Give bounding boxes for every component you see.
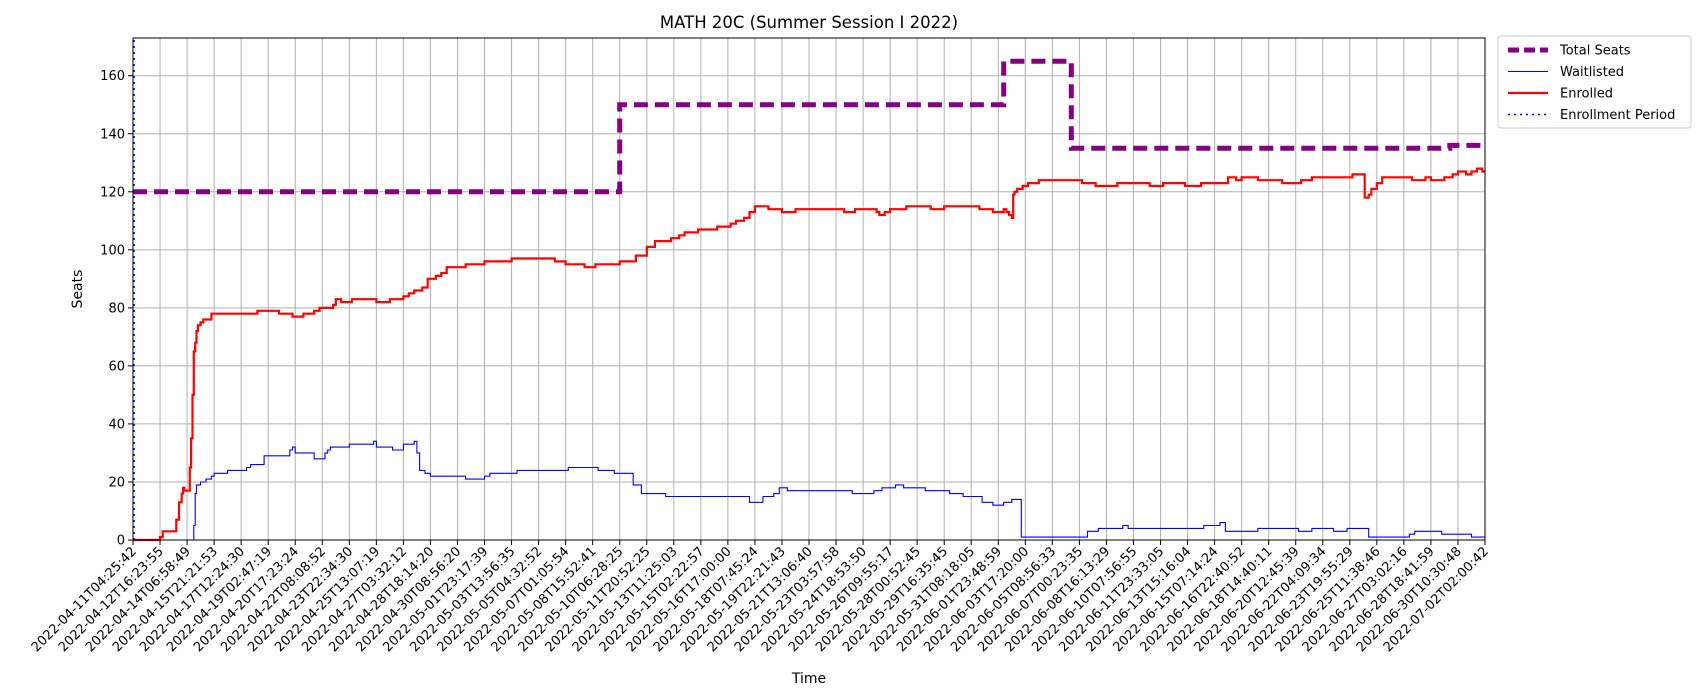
series-layer [133,38,1485,542]
y-tick-label: 0 [117,534,125,549]
x-ticks: 2022-04-11T04:25:422022-04-12T16:23:5520… [29,540,1492,655]
legend-box [1497,35,1692,129]
y-tick-label: 160 [100,69,125,84]
legend-label: Waitlisted [1560,65,1624,80]
legend-label: Total Seats [1559,44,1631,59]
x-axis-label: Time [791,671,826,687]
gridlines [132,38,1486,541]
series-line-total-seats [133,58,1485,195]
legend-label: Enrollment Period [1560,108,1675,123]
y-tick-label: 60 [108,359,125,374]
legend: Total Seats Waitlisted Enrolled Enrollment … [1497,35,1692,129]
y-axis-label: Seats [70,270,86,309]
y-tick-label: 100 [100,243,125,258]
y-tick-label: 80 [108,301,125,316]
legend-label: Enrolled [1560,87,1613,102]
y-tick-label: 140 [100,127,125,142]
y-tick-label: 40 [108,417,125,432]
y-tick-label: 20 [108,475,125,490]
series-line-enrolled [133,167,1485,542]
y-ticks: 0 20 40 60 80 100 120 140 160 [100,69,133,549]
series-line-waitlisted [133,440,1485,541]
y-tick-label: 120 [100,185,125,200]
chart-title: MATH 20C (Summer Session I 2022) [660,13,958,32]
